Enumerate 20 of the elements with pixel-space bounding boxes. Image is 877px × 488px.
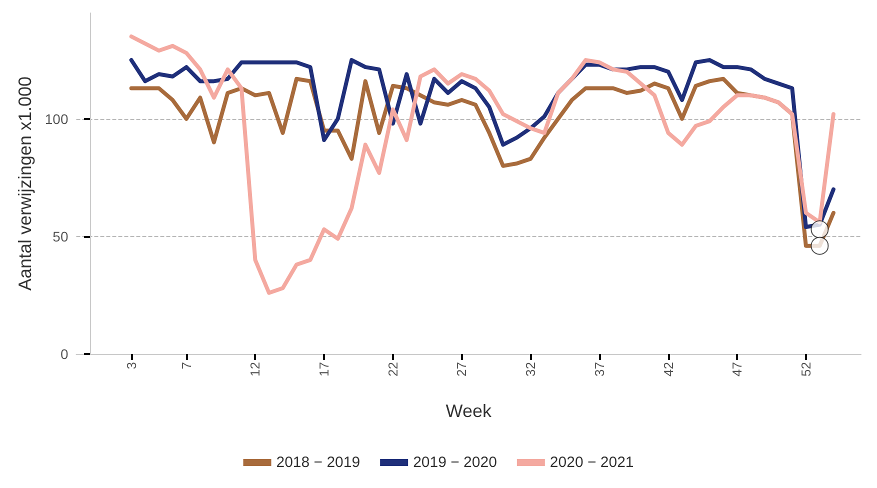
y-tick-label: 50 xyxy=(52,228,68,244)
legend-label: 2018 − 2019 xyxy=(276,454,360,471)
y-tick-label: 100 xyxy=(44,110,68,127)
x-tick-label: 52 xyxy=(798,362,814,376)
line-series xyxy=(129,34,836,295)
x-axis-title: Week xyxy=(446,401,492,421)
y-axis-title: Aantal verwijzingen x1.000 xyxy=(15,76,35,291)
x-tick-label: 22 xyxy=(385,362,400,376)
x-tick-label: 7 xyxy=(178,362,194,370)
x-tick-label: 3 xyxy=(124,362,139,370)
x-tick-label: 32 xyxy=(523,362,538,376)
x-tick-label: 17 xyxy=(316,362,332,376)
legend-label: 2019 − 2020 xyxy=(413,454,497,471)
x-tick-label: 42 xyxy=(660,362,676,376)
legend-label: 2020 − 2021 xyxy=(550,454,634,471)
x-tick-label: 27 xyxy=(454,362,470,376)
x-tick-label: 47 xyxy=(730,362,745,376)
x-tick-label: 12 xyxy=(248,362,263,376)
y-tick-label: 0 xyxy=(60,346,68,362)
x-tick-label: 37 xyxy=(592,362,607,376)
